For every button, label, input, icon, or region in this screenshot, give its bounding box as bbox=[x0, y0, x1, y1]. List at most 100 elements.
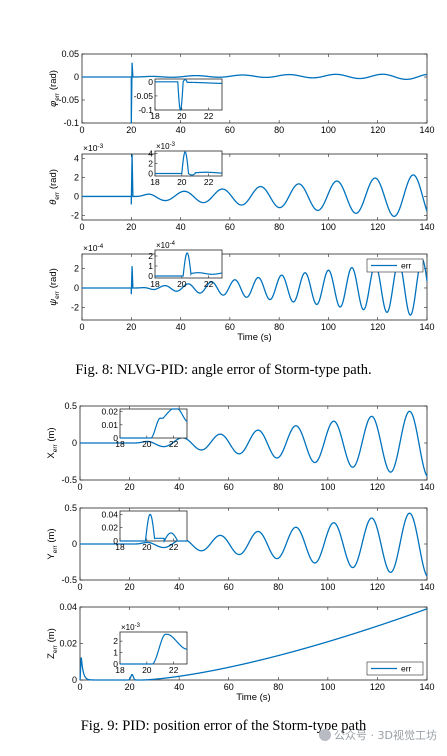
inset-y-tick-label: 2 bbox=[113, 636, 118, 646]
x-tick-label: 80 bbox=[274, 222, 284, 232]
inset-x-tick-label: 18 bbox=[115, 542, 125, 552]
inset-x-tick-label: 22 bbox=[169, 665, 179, 675]
y-label-symbol: θ bbox=[48, 199, 59, 205]
inset-y-tick-label: -0.1 bbox=[138, 105, 153, 115]
x-tick-label: 100 bbox=[320, 482, 335, 492]
y-tick-label: 0.5 bbox=[64, 503, 77, 513]
x-tick-label: 120 bbox=[370, 582, 385, 592]
inset-series-line bbox=[155, 78, 222, 111]
inset-x-tick-label: 20 bbox=[177, 111, 187, 121]
series-line-err bbox=[81, 258, 428, 316]
y-axis-label: θerr (rad) bbox=[48, 169, 61, 205]
inset-x-tick-label: 22 bbox=[204, 111, 214, 121]
inset-series-line bbox=[120, 513, 187, 544]
legend: err bbox=[366, 258, 424, 273]
y-label-subscript: err bbox=[52, 443, 59, 452]
inset-x-tick-label: 18 bbox=[115, 665, 125, 675]
wechat-icon bbox=[319, 729, 332, 741]
y-tick-label: 0.02 bbox=[59, 639, 77, 649]
y-axis-label: Zerr (m) bbox=[46, 628, 59, 659]
x-tick-label: 20 bbox=[126, 125, 136, 135]
x-tick-label: 20 bbox=[126, 322, 136, 332]
x-axis-label: Time (s) bbox=[236, 692, 270, 703]
y-label-unit: (m) bbox=[46, 628, 57, 645]
inset-box bbox=[154, 78, 223, 111]
x-tick-label: 120 bbox=[370, 682, 385, 692]
inset-series-line bbox=[155, 151, 223, 176]
watermark: 公众号 · 3D视觉工坊 bbox=[319, 727, 437, 743]
x-tick-label: 40 bbox=[176, 222, 186, 232]
inset-exponent-power: -3 bbox=[170, 142, 176, 148]
x-tick-label: 0 bbox=[79, 322, 84, 332]
legend: err bbox=[366, 661, 424, 676]
fig8-caption: Fig. 8: NLVG-PID: angle error of Storm-t… bbox=[75, 362, 372, 378]
inset-x-tick-label: 22 bbox=[204, 279, 214, 289]
x-tick-label: 20 bbox=[125, 482, 135, 492]
inset-x-tick-label: 22 bbox=[169, 542, 179, 552]
y-axis-label: ψerr (rad) bbox=[48, 268, 61, 306]
y-tick-label: -0.5 bbox=[61, 575, 77, 585]
y-tick-label: -2 bbox=[71, 210, 79, 220]
y-label-unit: (rad) bbox=[48, 169, 59, 192]
inset-phi: 18 20 22 0 -0.05 -0.1 bbox=[134, 77, 223, 121]
x-tick-label: 100 bbox=[321, 222, 336, 232]
inset-y-tick-label: 0 bbox=[148, 271, 153, 281]
y-label-symbol: Y bbox=[46, 553, 57, 560]
inset-y-tick-label: 0 bbox=[113, 433, 118, 443]
axes-box bbox=[81, 153, 428, 221]
x-tick-label: 100 bbox=[321, 322, 336, 332]
x-tick-label: 100 bbox=[320, 682, 335, 692]
series-line-err bbox=[81, 62, 428, 124]
y-tick-label: 0.04 bbox=[59, 602, 77, 612]
x-tick-label: 140 bbox=[419, 582, 434, 592]
y-label-unit: (rad) bbox=[48, 268, 59, 291]
x-tick-label: 100 bbox=[321, 125, 336, 135]
y-label-unit: (rad) bbox=[48, 70, 59, 93]
inset-x-tick-label: 20 bbox=[177, 279, 187, 289]
x-tick-label: 20 bbox=[125, 582, 135, 592]
x-tick-label: 40 bbox=[176, 322, 186, 332]
inset-y-tick-label: 1 bbox=[148, 261, 153, 271]
y-tick-label: -0.05 bbox=[58, 95, 79, 105]
y-label-subscript: err bbox=[54, 290, 61, 299]
legend-label: err bbox=[401, 261, 412, 271]
y-label-symbol: φ bbox=[48, 101, 59, 107]
fig9-caption: Fig. 9: PID: position error of the Storm… bbox=[80, 718, 367, 734]
y-axis-label: Yerr (m) bbox=[46, 528, 59, 559]
x-tick-label: 40 bbox=[174, 682, 184, 692]
x-tick-label: 0 bbox=[77, 582, 82, 592]
x-tick-label: 80 bbox=[273, 482, 283, 492]
inset-exponent: ×10-4 bbox=[156, 241, 176, 250]
x-tick-label: 20 bbox=[126, 222, 136, 232]
axes-box bbox=[81, 253, 428, 321]
x-tick-label: 120 bbox=[370, 482, 385, 492]
y-tick-label: 0 bbox=[74, 191, 79, 201]
y-tick-label: -2 bbox=[71, 302, 79, 312]
x-tick-label: 0 bbox=[79, 222, 84, 232]
inset-y-tick-label: 0.01 bbox=[101, 420, 118, 430]
x-tick-label: 120 bbox=[370, 322, 385, 332]
inset-x-tick-label: 18 bbox=[150, 279, 160, 289]
inset-box bbox=[119, 631, 188, 665]
y-tick-label: 0 bbox=[72, 539, 77, 549]
y-label-unit: (m) bbox=[46, 528, 57, 545]
inset-x-tick-label: 22 bbox=[204, 177, 214, 187]
inset-y-tick-label: 0.04 bbox=[101, 509, 118, 519]
inset-y-tick-label: 1 bbox=[113, 648, 118, 658]
y-label-subscript: err bbox=[52, 544, 59, 553]
inset-series-line bbox=[120, 633, 187, 665]
x-tick-label: 40 bbox=[176, 125, 186, 135]
series-line-err bbox=[81, 154, 428, 217]
x-tick-label: 120 bbox=[370, 125, 385, 135]
inset-exponent: ×10-3 bbox=[121, 623, 141, 632]
inset-x-tick-label: 20 bbox=[142, 439, 152, 449]
y-axis-label: φerr (rad) bbox=[48, 70, 61, 107]
x-tick-label: 80 bbox=[274, 125, 284, 135]
inset-series-line bbox=[155, 252, 223, 277]
y-label-symbol: X bbox=[46, 452, 57, 459]
